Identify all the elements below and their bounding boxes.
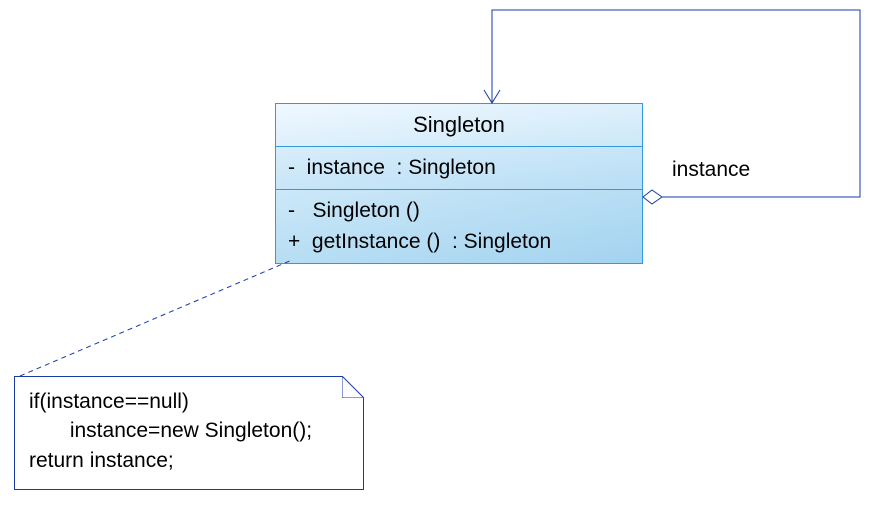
uml-note: if(instance==null) instance=new Singleto… bbox=[14, 376, 364, 490]
aggregation-diamond-icon bbox=[643, 190, 662, 204]
arrowhead-icon bbox=[484, 90, 500, 103]
note-fold-icon bbox=[342, 376, 364, 398]
note-line: return instance; bbox=[29, 446, 349, 475]
association-label: instance bbox=[672, 158, 750, 182]
attribute-row: - instance : Singleton bbox=[288, 153, 630, 183]
uml-class-box: Singleton - instance : Singleton - Singl… bbox=[275, 103, 643, 264]
class-attributes: - instance : Singleton bbox=[276, 147, 642, 190]
method-row: + getInstance () : Singleton bbox=[288, 227, 630, 257]
class-methods: - Singleton () + getInstance () : Single… bbox=[276, 190, 642, 263]
note-anchor-line bbox=[20, 260, 292, 376]
method-row: - Singleton () bbox=[288, 196, 630, 226]
note-line: instance=new Singleton(); bbox=[29, 416, 349, 445]
note-line: if(instance==null) bbox=[29, 387, 349, 416]
class-title: Singleton bbox=[276, 104, 642, 147]
